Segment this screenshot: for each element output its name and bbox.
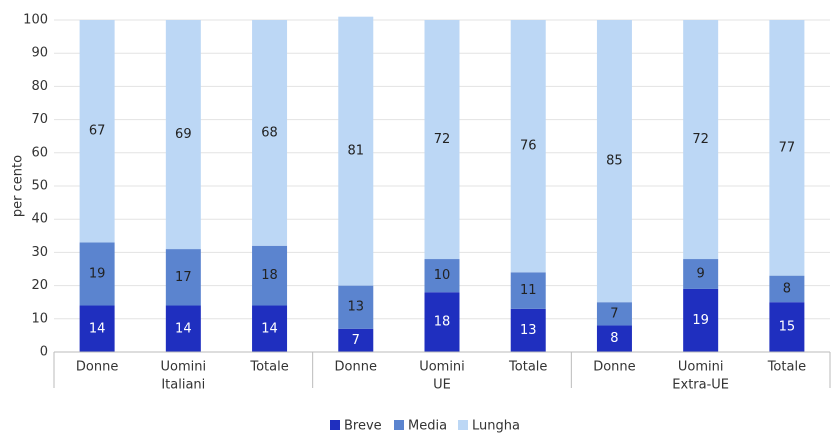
data-label: 76 bbox=[520, 139, 537, 154]
bar-segment bbox=[79, 242, 115, 306]
y-tick-label: 30 bbox=[31, 245, 48, 260]
bar-segment bbox=[510, 20, 546, 273]
data-label: 81 bbox=[348, 144, 365, 159]
data-label: 9 bbox=[697, 266, 705, 281]
x-tick-label: Totale bbox=[508, 360, 547, 375]
legend-swatch bbox=[394, 420, 404, 430]
data-label: 19 bbox=[89, 266, 106, 281]
data-label: 8 bbox=[783, 281, 791, 296]
data-label: 18 bbox=[261, 268, 278, 283]
y-tick-label: 0 bbox=[40, 345, 48, 360]
bar-segment bbox=[769, 302, 805, 352]
bar-segment bbox=[769, 20, 805, 276]
y-tick-label: 100 bbox=[23, 13, 48, 28]
x-tick-label: Totale bbox=[767, 360, 806, 375]
data-label: 13 bbox=[348, 300, 365, 315]
data-label: 7 bbox=[352, 333, 360, 348]
bar-segment bbox=[252, 20, 288, 246]
bar-segment bbox=[338, 16, 374, 286]
bar-segment bbox=[252, 305, 288, 352]
data-label: 77 bbox=[779, 140, 796, 155]
bar-segment bbox=[79, 305, 115, 352]
data-label: 72 bbox=[434, 132, 451, 147]
bar-segment bbox=[510, 272, 546, 309]
data-label: 11 bbox=[520, 283, 537, 298]
group-label: Italiani bbox=[161, 378, 205, 393]
y-tick-label: 70 bbox=[31, 112, 48, 127]
data-label: 85 bbox=[606, 154, 623, 169]
data-label: 10 bbox=[434, 268, 451, 283]
data-label: 72 bbox=[692, 132, 709, 147]
data-label: 18 bbox=[434, 315, 451, 330]
x-tick-label: Totale bbox=[249, 360, 288, 375]
group-label: Extra-UE bbox=[672, 378, 729, 393]
data-label: 14 bbox=[175, 321, 192, 336]
bar-segment bbox=[424, 259, 460, 293]
x-tick-label: Uomini bbox=[161, 360, 207, 375]
bar-segment bbox=[165, 20, 201, 250]
bar-segment bbox=[769, 275, 805, 303]
y-tick-label: 80 bbox=[31, 79, 48, 94]
x-tick-label: Uomini bbox=[678, 360, 724, 375]
bar-segment bbox=[596, 325, 632, 352]
bar-segment bbox=[510, 308, 546, 352]
bar-segment bbox=[596, 20, 632, 303]
y-tick-label: 60 bbox=[31, 145, 48, 160]
group-label: UE bbox=[433, 378, 451, 393]
y-tick-label: 10 bbox=[31, 311, 48, 326]
data-label: 67 bbox=[89, 124, 106, 139]
legend-swatch bbox=[458, 420, 468, 430]
x-tick-label: Uomini bbox=[419, 360, 465, 375]
y-axis-label: per cento bbox=[11, 155, 26, 217]
data-label: 14 bbox=[261, 321, 278, 336]
x-tick-label: Donne bbox=[593, 360, 635, 375]
legend-label: Breve bbox=[344, 419, 382, 433]
bar-segment bbox=[683, 288, 719, 352]
data-label: 19 bbox=[692, 313, 709, 328]
bar-segment bbox=[79, 20, 115, 243]
data-label: 7 bbox=[610, 306, 618, 321]
y-tick-label: 90 bbox=[31, 46, 48, 61]
bar-segment bbox=[338, 328, 374, 352]
legend-swatch bbox=[330, 420, 340, 430]
bar-segment bbox=[424, 292, 460, 352]
bar-segment bbox=[683, 259, 719, 289]
y-tick-label: 50 bbox=[31, 179, 48, 194]
bar-segment bbox=[683, 20, 719, 260]
bar-segment bbox=[165, 305, 201, 352]
bar-segment bbox=[338, 285, 374, 329]
data-label: 14 bbox=[89, 321, 106, 336]
x-tick-label: Donne bbox=[76, 360, 118, 375]
bar-segment bbox=[424, 20, 460, 260]
legend-label: Lungha bbox=[472, 419, 520, 433]
data-label: 8 bbox=[610, 331, 618, 346]
y-tick-label: 40 bbox=[31, 212, 48, 227]
data-label: 69 bbox=[175, 127, 192, 142]
bar-segment bbox=[596, 302, 632, 326]
bar-segment bbox=[165, 249, 201, 306]
bar-segment bbox=[252, 245, 288, 306]
x-tick-label: Donne bbox=[335, 360, 377, 375]
data-label: 68 bbox=[261, 125, 278, 140]
data-label: 15 bbox=[779, 320, 796, 335]
data-label: 17 bbox=[175, 270, 192, 285]
y-tick-label: 20 bbox=[31, 278, 48, 293]
legend-label: Media bbox=[408, 419, 447, 433]
data-label: 13 bbox=[520, 323, 537, 338]
